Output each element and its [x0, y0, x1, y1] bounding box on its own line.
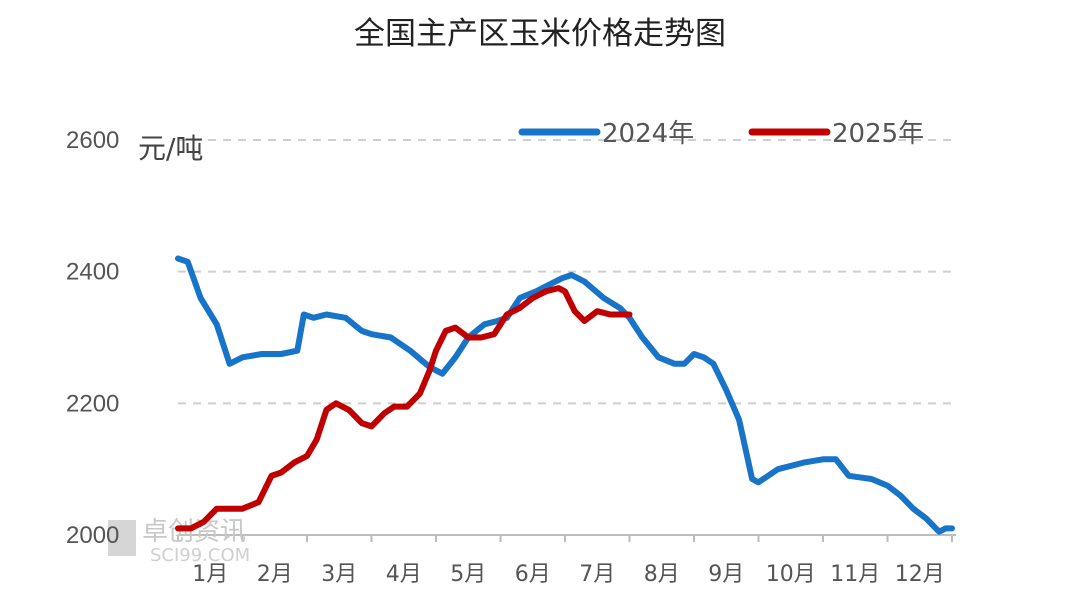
series-layer	[175, 255, 955, 535]
legend-label-1: 2024年	[602, 119, 694, 149]
x-tick-label: 4月	[386, 562, 422, 587]
x-tick-labels: 1月 2月 3月 4月 5月 6月 7月 8月 9月 10月 11月 12月	[192, 562, 945, 587]
y-axis-unit: 元/吨	[138, 132, 203, 165]
watermark-logo-icon	[108, 520, 136, 556]
watermark: 卓创资讯 SCI99.COM	[108, 517, 250, 566]
axes	[177, 534, 956, 542]
x-tick-label: 12月	[895, 562, 945, 587]
series-line-1	[175, 255, 955, 535]
y-tick-labels: 2000 2200 2400 2600	[66, 127, 119, 549]
x-tick-label: 10月	[766, 562, 816, 587]
x-tick-label: 11月	[830, 562, 880, 587]
x-tick-label: 6月	[515, 562, 551, 587]
x-tick-label: 1月	[192, 562, 228, 587]
y-tick-label: 2200	[66, 390, 119, 417]
x-tick-label: 5月	[450, 562, 486, 587]
chart-title: 全国主产区玉米价格走势图	[354, 16, 726, 52]
legend-label-2: 2025年	[832, 119, 924, 149]
x-tick-label: 3月	[321, 562, 357, 587]
y-tick-label: 2400	[66, 259, 119, 286]
svg-text:SCI99.COM: SCI99.COM	[150, 545, 250, 566]
x-tick-label: 7月	[579, 562, 615, 587]
x-tick-label: 8月	[644, 562, 680, 587]
x-tick-label: 2月	[257, 562, 293, 587]
y-tick-label: 2000	[66, 522, 119, 549]
x-tick-label: 9月	[708, 562, 744, 587]
series-line-2	[175, 285, 633, 532]
gridlines	[178, 139, 952, 405]
svg-text:卓创资讯: 卓创资讯	[142, 517, 246, 547]
y-tick-label: 2600	[66, 127, 119, 154]
legend: 2024年 2025年	[518, 119, 924, 149]
